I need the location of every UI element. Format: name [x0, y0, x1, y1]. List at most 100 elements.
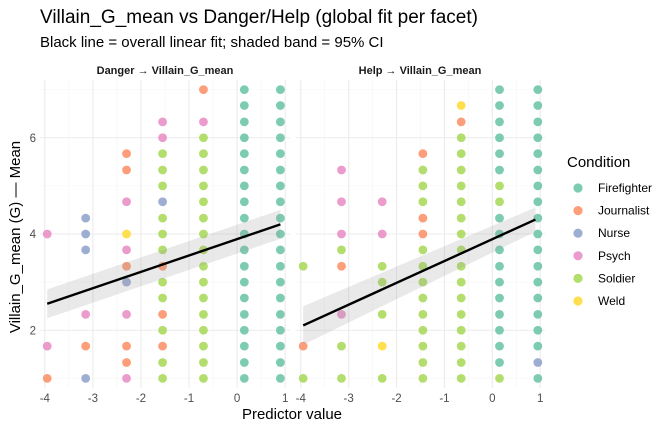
data-point-firefighter: [495, 213, 504, 223]
data-point-firefighter: [239, 101, 249, 110]
data-point-firefighter: [495, 358, 504, 367]
data-point-soldier: [199, 181, 208, 191]
data-point-journalist: [418, 213, 428, 223]
data-point-soldier: [456, 197, 466, 207]
data-point-firefighter: [275, 117, 285, 127]
data-point-journalist: [122, 165, 131, 175]
data-point-soldier: [158, 358, 167, 367]
data-point-firefighter: [275, 325, 285, 335]
data-point-soldier: [456, 309, 466, 319]
data-point-firefighter: [495, 277, 504, 287]
data-point-firefighter: [239, 165, 249, 175]
data-point-journalist: [42, 373, 52, 383]
data-point-psych: [42, 229, 52, 239]
data-point-firefighter: [495, 261, 504, 271]
data-point-firefighter: [239, 277, 249, 287]
legend-label-nurse: Nurse: [598, 226, 630, 240]
data-point-firefighter: [533, 293, 543, 303]
data-point-firefighter: [533, 309, 543, 319]
data-point-nurse: [158, 197, 167, 207]
data-point-firefighter: [275, 85, 285, 95]
data-point-soldier: [158, 245, 167, 255]
data-point-firefighter: [533, 165, 543, 175]
data-point-firefighter: [495, 117, 504, 127]
data-point-firefighter: [495, 149, 504, 159]
data-point-soldier: [456, 229, 466, 239]
data-point-firefighter: [533, 149, 543, 159]
data-point-soldier: [158, 181, 167, 191]
x-tick-label: 0: [234, 393, 240, 405]
data-point-psych: [199, 117, 208, 127]
data-point-soldier: [337, 373, 346, 383]
data-point-soldier: [199, 229, 208, 239]
data-point-soldier: [199, 277, 208, 287]
confidence-band: [303, 207, 536, 345]
fit-line: [302, 218, 536, 327]
data-point-firefighter: [495, 309, 504, 319]
data-point-soldier: [199, 325, 208, 335]
data-point-firefighter: [275, 277, 285, 287]
data-point-firefighter: [495, 165, 504, 175]
data-point-soldier: [199, 358, 208, 367]
chart-subtitle: Black line = overall linear fit; shaded …: [40, 34, 384, 51]
data-point-journalist: [298, 341, 308, 351]
data-point-firefighter: [275, 197, 285, 207]
data-point-psych: [377, 229, 387, 239]
legend-label-psych: Psych: [598, 249, 631, 263]
points-layer: [42, 85, 285, 383]
data-point-firefighter: [239, 117, 249, 127]
legend-title: Condition: [567, 154, 630, 171]
data-point-soldier: [199, 261, 208, 271]
data-point-psych: [122, 197, 131, 207]
data-point-firefighter: [239, 85, 249, 95]
data-point-soldier: [158, 325, 167, 335]
data-point-psych: [377, 197, 387, 207]
data-point-firefighter: [533, 85, 543, 95]
data-point-soldier: [418, 165, 428, 175]
data-point-soldier: [495, 373, 504, 383]
data-point-psych: [158, 133, 167, 143]
data-point-journalist: [418, 149, 428, 159]
data-point-nurse: [81, 213, 91, 223]
data-point-soldier: [199, 213, 208, 223]
data-point-journalist: [418, 229, 428, 239]
facet-panel-help: Help → Villain_G_mean: [296, 65, 545, 388]
data-point-firefighter: [275, 149, 285, 159]
x-axis-ticks: -4 -3 -2 -1 0 1 -4 -3 -2 -1 0 1: [40, 393, 544, 405]
chart-title: Villain_G_mean vs Danger/Help (global fi…: [40, 7, 478, 28]
data-point-soldier: [456, 325, 466, 335]
data-point-soldier: [418, 325, 428, 335]
data-point-firefighter: [275, 133, 285, 143]
data-point-soldier: [456, 358, 466, 367]
data-point-soldier: [158, 277, 167, 287]
data-point-firefighter: [275, 245, 285, 255]
legend-key-soldier: [573, 273, 583, 283]
x-tick-label: 1: [537, 393, 543, 405]
data-point-firefighter: [239, 197, 249, 207]
legend-key-firefighter: [573, 183, 583, 193]
data-point-soldier: [377, 309, 387, 319]
data-point-firefighter: [239, 213, 249, 223]
data-point-soldier: [377, 277, 387, 287]
data-point-journalist: [122, 358, 131, 367]
data-point-soldier: [199, 133, 208, 143]
legend-key-psych: [573, 251, 583, 261]
data-point-psych: [337, 165, 346, 175]
y-tick-label: 2: [30, 325, 36, 337]
data-point-firefighter: [239, 325, 249, 335]
data-point-soldier: [495, 197, 504, 207]
data-point-psych: [337, 197, 346, 207]
data-point-firefighter: [239, 149, 249, 159]
data-point-soldier: [199, 309, 208, 319]
data-point-firefighter: [275, 293, 285, 303]
data-point-psych: [337, 309, 346, 319]
legend-label-soldier: Soldier: [598, 271, 635, 285]
data-point-soldier: [418, 309, 428, 319]
x-axis-title: Predictor value: [242, 406, 342, 423]
points-layer: [298, 85, 543, 383]
data-point-firefighter: [495, 341, 504, 351]
legend-key-journalist: [573, 206, 583, 216]
data-point-soldier: [456, 373, 466, 383]
data-point-nurse: [81, 229, 91, 239]
data-point-firefighter: [275, 165, 285, 175]
